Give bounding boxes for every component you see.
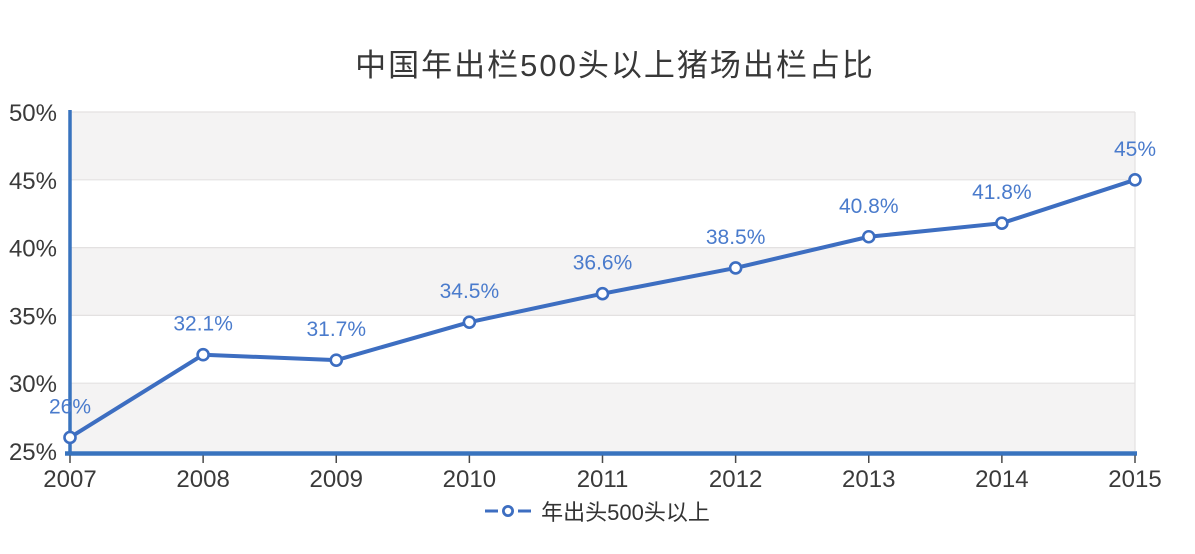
x-tick-label: 2011 <box>577 466 629 493</box>
data-label-2013: 40.8% <box>839 195 899 218</box>
chart-title: 中国年出栏500头以上猪场出栏占比 <box>355 48 875 83</box>
legend-line-marker-icon <box>485 505 532 517</box>
plot-band <box>70 179 1135 248</box>
data-point-2015 <box>1128 173 1142 187</box>
data-label-2008: 32.1% <box>173 313 233 336</box>
data-label-2011: 36.6% <box>573 252 633 275</box>
data-label-2007: 26% <box>49 395 91 418</box>
data-label-2009: 31.7% <box>306 318 366 341</box>
data-label-2010: 34.5% <box>440 280 500 303</box>
data-point-2010 <box>462 315 477 329</box>
data-point-2008 <box>196 347 210 362</box>
x-tick-label: 2007 <box>43 466 96 493</box>
data-label-2012: 38.5% <box>706 226 766 249</box>
chart-legend: 年出头500头以上 <box>0 495 1195 527</box>
legend-label: 年出头500头以上 <box>541 500 710 525</box>
data-label-2014: 41.8% <box>972 181 1032 204</box>
data-point-2014 <box>995 216 1009 230</box>
x-tick-label: 2013 <box>842 466 895 493</box>
x-tick-label: 2015 <box>1108 466 1161 493</box>
y-tick-label: 35% <box>9 303 57 330</box>
plot-band <box>70 383 1135 451</box>
x-tick-label: 2012 <box>709 466 762 493</box>
y-tick-label: 30% <box>9 371 57 398</box>
data-point-2012 <box>728 261 743 275</box>
plot-band <box>70 247 1135 316</box>
data-point-2013 <box>861 229 876 244</box>
x-tick-label: 2009 <box>310 466 363 493</box>
data-point-2007 <box>63 430 77 445</box>
y-tick-label: 45% <box>9 168 57 195</box>
data-point-2009 <box>329 353 344 367</box>
plot-band <box>70 315 1135 384</box>
y-tick-label: 50% <box>9 100 57 127</box>
x-tick-label: 2014 <box>975 466 1028 493</box>
y-tick-label: 25% <box>9 439 57 466</box>
data-label-2015: 45% <box>1114 138 1156 161</box>
data-point-2011 <box>595 286 610 301</box>
plot-band <box>70 112 1135 180</box>
y-tick-label: 40% <box>9 236 57 263</box>
legend-open-circle-icon <box>502 505 515 517</box>
x-tick-label: 2010 <box>443 466 496 493</box>
x-tick-label: 2008 <box>176 466 229 493</box>
